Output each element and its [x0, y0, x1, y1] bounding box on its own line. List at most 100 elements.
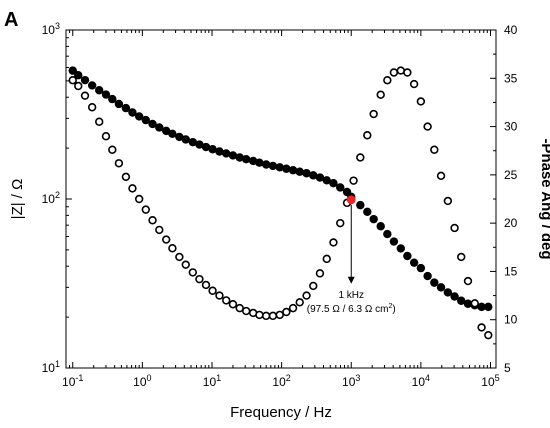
impedance-point: [436, 283, 446, 292]
phase-point: [134, 194, 144, 204]
phase-point: [188, 268, 198, 277]
impedance-point: [242, 155, 251, 164]
impedance-point: [430, 278, 439, 287]
impedance-point: [80, 75, 90, 85]
x-tick-label: 100: [133, 373, 151, 389]
highlight-1khz-point: [346, 195, 356, 205]
impedance-point: [208, 145, 217, 154]
impedance-point: [68, 66, 77, 75]
phase-point: [416, 97, 426, 106]
phase-point: [141, 205, 151, 214]
impedance-point: [282, 164, 291, 173]
impedance-point: [288, 166, 298, 175]
y-left-tick-label: 103: [42, 21, 60, 37]
phase-point: [309, 281, 318, 291]
phase-point: [162, 235, 171, 244]
phase-point: [396, 66, 405, 75]
phase-point: [222, 296, 231, 305]
impedance-point: [403, 251, 412, 261]
phase-point: [430, 145, 439, 154]
phase-point: [450, 223, 459, 233]
phase-point: [349, 176, 358, 185]
phase-point: [268, 311, 278, 321]
x-tick-label: 101: [203, 373, 221, 389]
phase-point: [261, 311, 271, 321]
impedance-point: [261, 160, 271, 169]
phase-point: [436, 171, 446, 181]
phase-point: [389, 68, 399, 77]
phase-point: [403, 68, 412, 77]
phase-point: [288, 303, 298, 313]
impedance-point: [95, 86, 104, 95]
impedance-point: [336, 183, 345, 192]
impedance-point: [329, 179, 338, 188]
impedance-point: [315, 173, 325, 182]
impedance-point: [302, 169, 311, 178]
impedance-point: [409, 258, 419, 267]
impedance-point: [396, 244, 405, 253]
impedance-point: [383, 229, 392, 239]
phase-point: [121, 172, 131, 181]
impedance-point: [235, 153, 244, 162]
impedance-point: [268, 161, 278, 171]
x-tick-label: 103: [342, 373, 360, 389]
y-right-tick-label: 10: [504, 313, 518, 327]
y-right-tick-label: 40: [504, 23, 518, 37]
annotation-arrowhead: [347, 276, 355, 284]
impedance-point: [134, 112, 144, 121]
impedance-point: [168, 129, 177, 139]
phase-point: [302, 291, 311, 300]
phase-point: [470, 299, 479, 308]
y-left-axis-title: |Z| / Ω: [9, 179, 26, 220]
impedance-point: [309, 171, 318, 180]
phase-point: [235, 303, 244, 313]
phase-point: [282, 307, 291, 317]
impedance-point: [87, 81, 97, 90]
panel-label: A: [4, 9, 18, 31]
impedance-point: [443, 288, 453, 297]
tick-labels: 10-1 100 101 102 103 104 105 101 102 103 5 10 15 20 25…: [42, 21, 518, 389]
phase-point: [108, 145, 117, 154]
impedance-point: [175, 132, 184, 142]
phase-point: [484, 330, 493, 340]
impedance-point: [222, 149, 231, 158]
phase-point: [228, 300, 238, 309]
y-right-tick-label: 25: [504, 168, 518, 182]
impedance-point: [228, 151, 238, 160]
axis-ticks: [65, 29, 496, 369]
impedance-point: [457, 296, 466, 305]
phase-point: [356, 153, 365, 162]
x-tick-label: 105: [481, 373, 499, 389]
phase-point: [295, 298, 304, 307]
impedance-point: [356, 200, 365, 210]
phase-point: [215, 291, 224, 300]
impedance-point: [74, 71, 83, 80]
impedance-point: [108, 94, 117, 104]
annotation-line-2: (97.5 Ω / 6.3 Ω cm2): [307, 303, 396, 315]
phase-point: [275, 310, 284, 320]
phase-point: [195, 274, 204, 284]
impedance-point: [141, 115, 150, 125]
impedance-point: [121, 103, 131, 113]
impedance-point: [484, 302, 493, 312]
phase-point: [87, 103, 97, 112]
y-right-tick-label: 5: [504, 361, 511, 375]
phase-point: [95, 117, 104, 126]
impedance-point: [148, 119, 157, 129]
impedance-point: [155, 123, 164, 132]
phase-point: [369, 109, 378, 119]
y-right-axis-title: -Phase Ang / deg: [538, 138, 550, 259]
y-right-tick-label: 20: [504, 216, 518, 230]
annotation-group: 1 kHz (97.5 Ω / 6.3 Ω cm2): [307, 204, 396, 315]
impedance-point: [201, 142, 211, 152]
impedance-point: [114, 99, 124, 109]
phase-point: [208, 286, 217, 295]
impedance-point: [363, 207, 372, 216]
phase-point: [376, 90, 385, 99]
impedance-point: [101, 90, 111, 99]
y-right-tick-label: 15: [504, 264, 518, 278]
impedance-point: [450, 292, 459, 301]
y-right-tick-label: 35: [504, 71, 518, 85]
phase-point: [409, 79, 419, 89]
